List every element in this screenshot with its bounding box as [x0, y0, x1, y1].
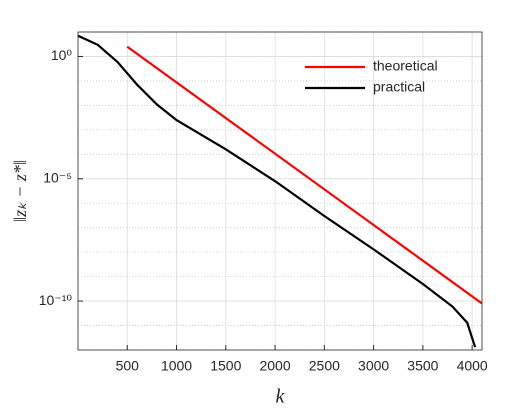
y-tick-label: 10⁻⁵: [43, 169, 72, 185]
x-tick-label: 3500: [407, 358, 438, 374]
line-series: [126, 45, 482, 305]
x-tick-label: 2500: [309, 358, 340, 374]
x-tick-label: 4000: [457, 358, 488, 374]
plot-frame: [77, 31, 483, 351]
line-series: [78, 34, 477, 348]
x-tick-label: 1000: [161, 358, 192, 374]
x-tick-label: 500: [116, 358, 140, 374]
legend-label: practical: [373, 79, 425, 95]
y-tick-label: 10⁰: [51, 47, 73, 63]
x-tick-label: 2000: [259, 358, 290, 374]
legend-label: theoretical: [373, 58, 438, 74]
x-axis-label: k: [276, 386, 286, 408]
y-axis-label: ‖zₖ − z*‖: [10, 160, 30, 222]
x-tick-label: 3000: [358, 358, 389, 374]
x-tick-label: 1500: [210, 358, 241, 374]
y-tick-label: 10⁻¹⁰: [39, 292, 73, 308]
